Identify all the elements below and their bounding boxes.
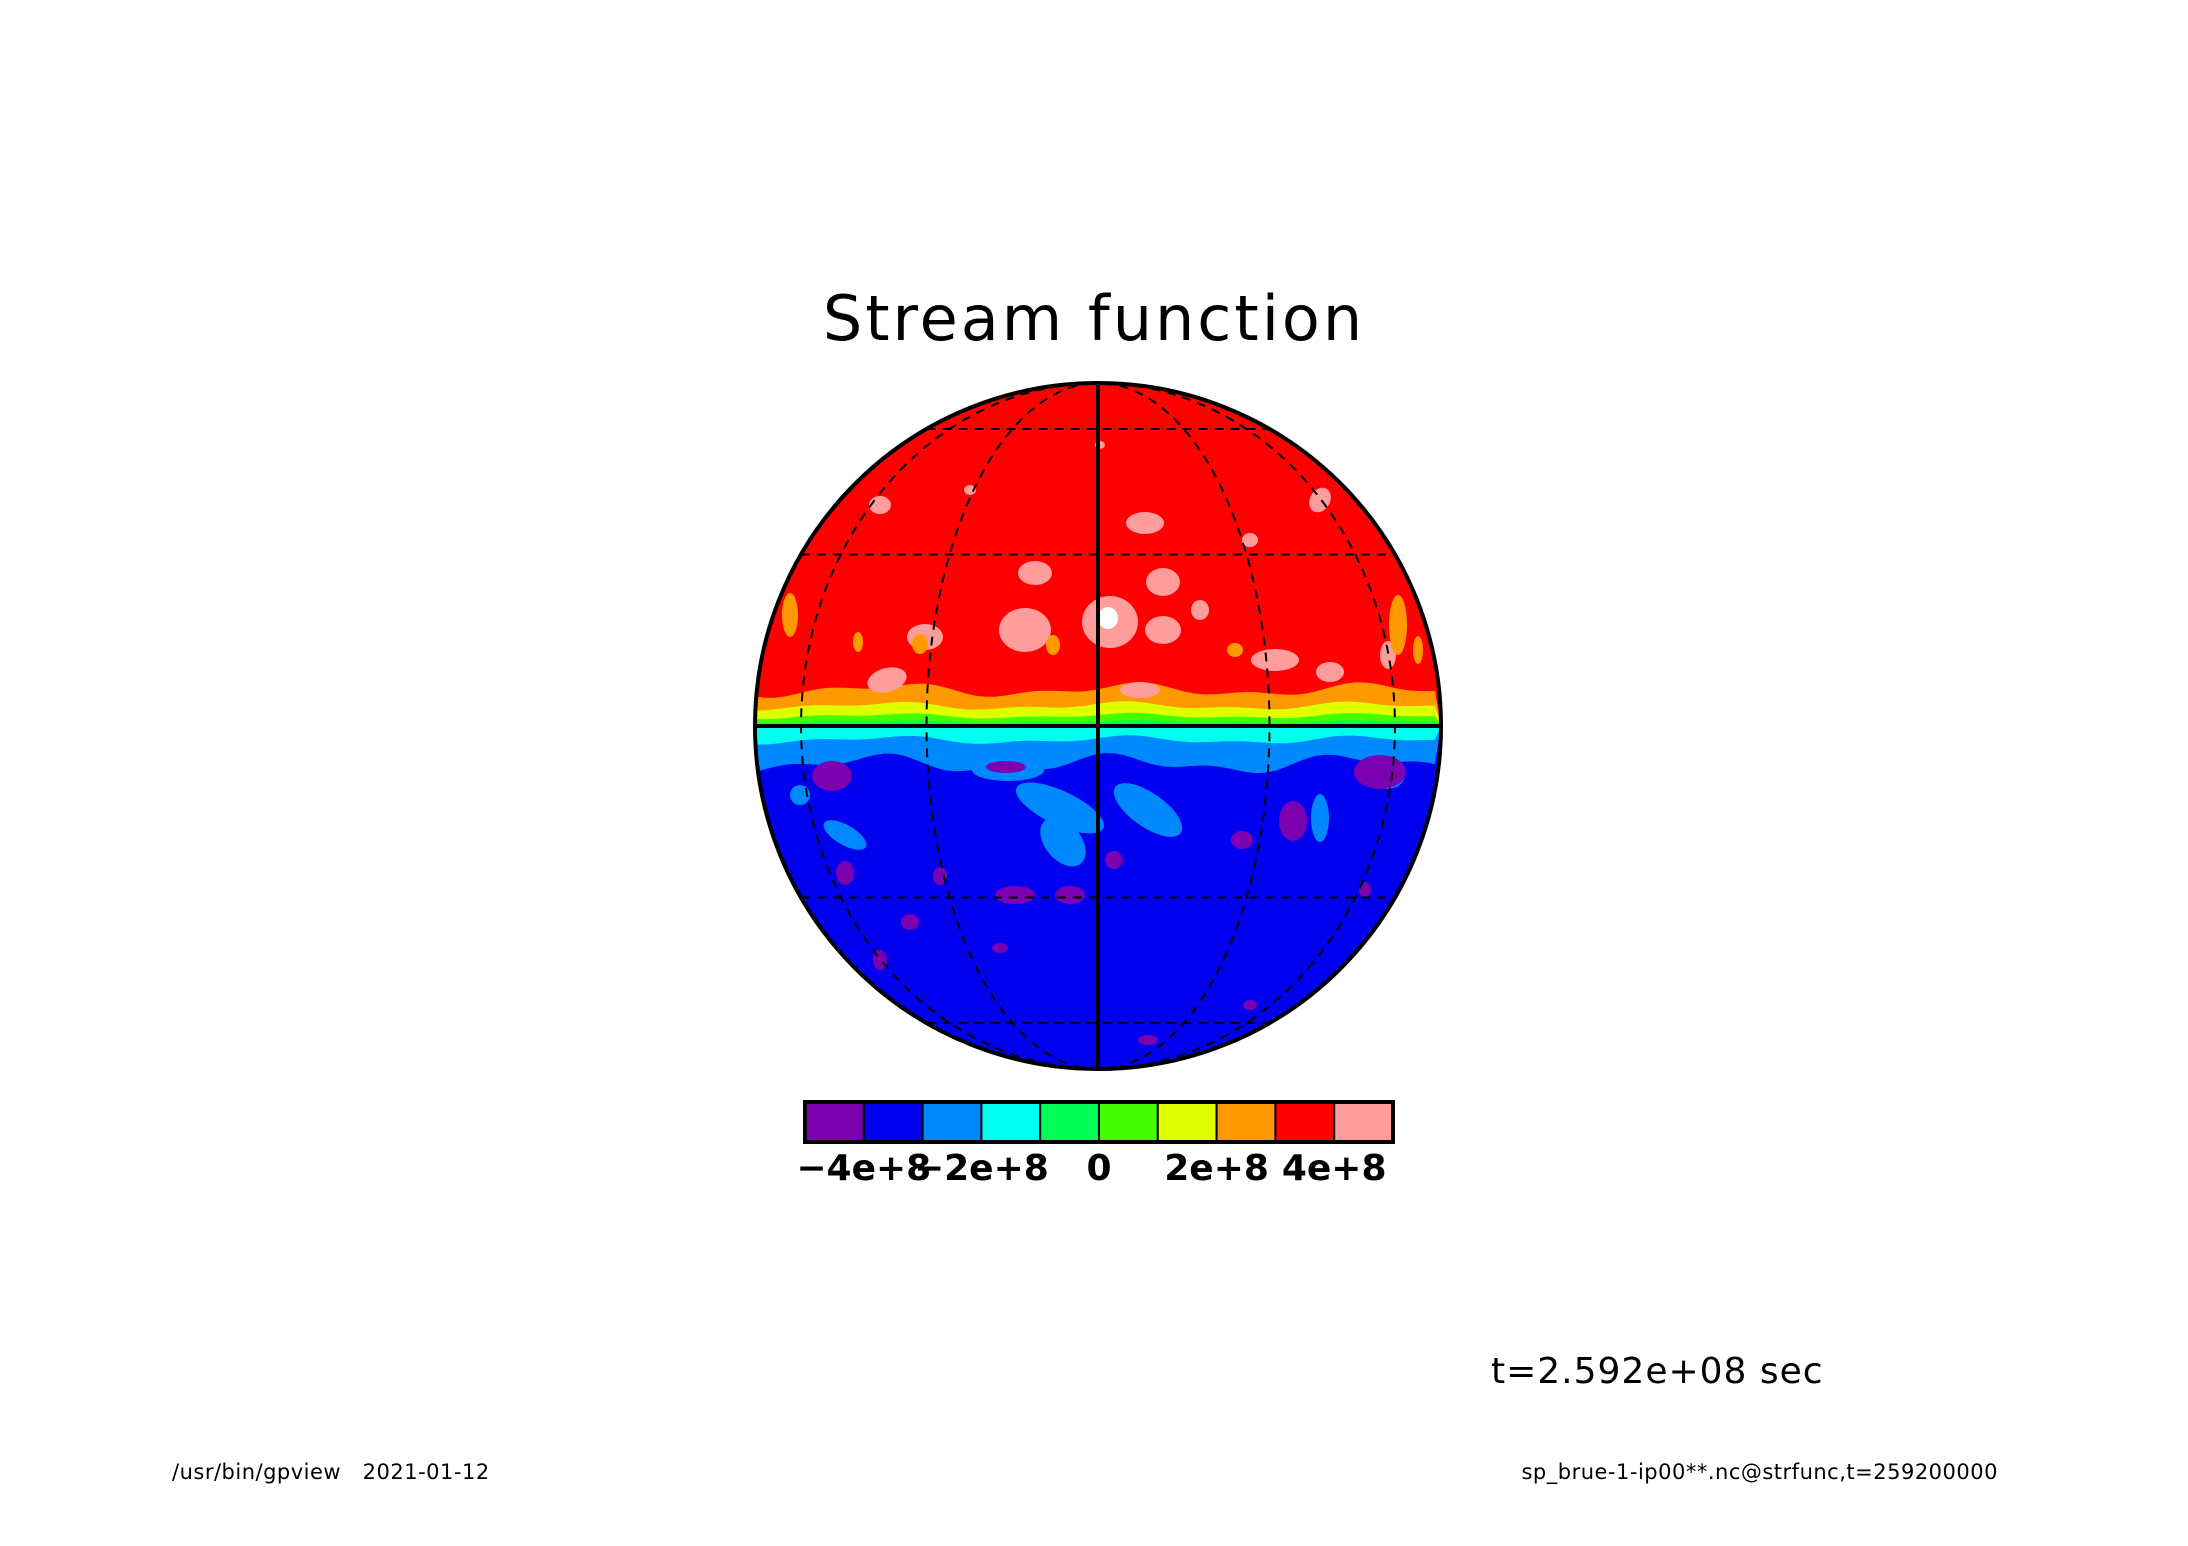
field-blob: [1055, 886, 1085, 904]
field-blob: [1126, 512, 1164, 534]
footer-source: sp_brue-1-ip00**.nc@strfunc,t=259200000: [1521, 1460, 1998, 1484]
field-blob: [964, 485, 976, 495]
field-blob: [1191, 600, 1209, 620]
colorbar-frame: [803, 1100, 1395, 1144]
plot-date: 2021-01-12: [362, 1460, 490, 1484]
field-blob: [1243, 1000, 1257, 1010]
field-blob: [1380, 641, 1396, 669]
field-blob: [1098, 607, 1118, 629]
field-blob: [790, 785, 810, 805]
colorbar-tick-label: 4e+8: [1281, 1148, 1387, 1189]
field-blob: [1251, 649, 1299, 671]
field-blob: [1389, 595, 1407, 655]
program-path: /usr/bin/gpview: [172, 1460, 342, 1484]
field-blob: [1105, 851, 1123, 869]
field-blob: [1279, 801, 1307, 841]
colorbar-cell: [1039, 1101, 1100, 1143]
field-blob: [1046, 635, 1060, 655]
colorbar-tick-label: −2e+8: [913, 1148, 1049, 1189]
field-blob: [1354, 755, 1406, 789]
field-blob: [986, 761, 1026, 773]
field-blob: [999, 608, 1051, 652]
field-blob: [1359, 882, 1371, 898]
field-blob: [995, 886, 1035, 904]
colorbar-tick-label: −4e+8: [796, 1148, 932, 1189]
field-blob: [901, 914, 919, 930]
field-blob: [1145, 616, 1181, 644]
field-blob: [912, 634, 928, 654]
field-blob: [1018, 561, 1052, 585]
colorbar-cell: [804, 1101, 865, 1143]
field-blob: [867, 667, 907, 693]
field-blob: [1227, 643, 1243, 657]
colorbar-tick-label: 2e+8: [1164, 1148, 1269, 1189]
field-blob: [1413, 636, 1423, 664]
field-blob: [782, 593, 798, 637]
colorbar-cell: [921, 1101, 983, 1143]
time-label: t=2.592e+08 sec: [1491, 1351, 1824, 1392]
field-blob: [1120, 682, 1160, 698]
field-blob: [1146, 568, 1180, 596]
plot-title: Stream function: [822, 282, 1366, 355]
meridian-line: [1097, 383, 1271, 1069]
colorbar-cell: [1274, 1101, 1336, 1143]
field-blob: [1231, 831, 1253, 849]
field-blob: [1040, 817, 1086, 867]
colorbar-tick-label: 0: [1086, 1148, 1112, 1189]
graticule: [755, 383, 1441, 1069]
field-blob: [823, 820, 867, 850]
colorbar: [803, 1100, 1395, 1144]
field-blob: [933, 867, 947, 885]
footer-program-info: /usr/bin/gpview 2021-01-12: [172, 1460, 490, 1484]
colorbar-cell: [1098, 1101, 1159, 1143]
colorbar-cell: [1333, 1101, 1394, 1143]
colorbar-cell: [980, 1101, 1042, 1143]
field-blob: [1113, 783, 1183, 837]
globe-outline: [753, 381, 1443, 1071]
meridian-line: [925, 383, 1099, 1069]
field-blob: [836, 861, 854, 885]
field-blob: [869, 496, 891, 514]
colorbar-cell: [1156, 1101, 1218, 1143]
field-blob: [1311, 794, 1329, 842]
colorbar-cell: [862, 1101, 924, 1143]
field-blob: [1316, 662, 1344, 682]
field-blob: [812, 761, 852, 791]
field-blob: [1242, 533, 1258, 547]
field-blob: [853, 632, 863, 652]
colorbar-cell: [1215, 1101, 1277, 1143]
field-blob: [1255, 1030, 1285, 1040]
field-blob: [1015, 782, 1105, 834]
field-blob: [1138, 1035, 1158, 1045]
field-blob: [992, 943, 1008, 953]
